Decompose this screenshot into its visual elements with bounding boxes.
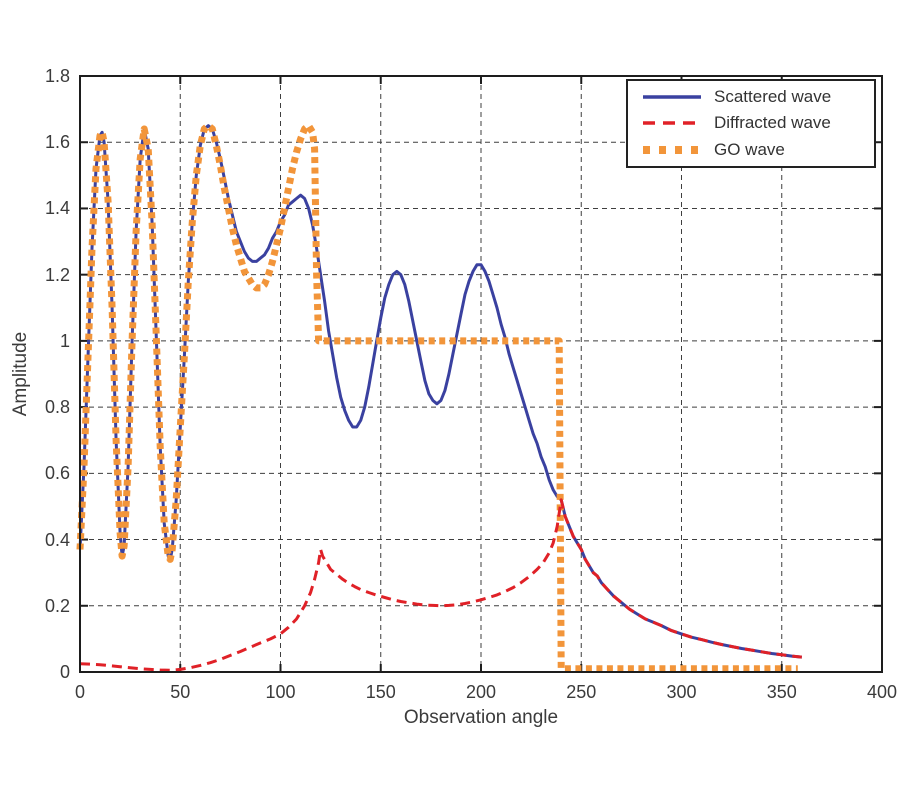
y-tick-label: 1: [59, 330, 70, 351]
diffracted-wave-line-sample: [643, 121, 701, 126]
plot-box: [79, 75, 883, 673]
x-tick-label: 300: [666, 682, 697, 702]
y-tick-label: 1.6: [44, 132, 70, 153]
x-tick-label: 150: [365, 682, 396, 702]
legend-label: Diffracted wave: [714, 113, 831, 133]
go-wave-line-sample: [643, 145, 701, 154]
series-diffracted-wave: [79, 498, 802, 672]
x-tick-label: 400: [866, 682, 898, 702]
x-tick-label: 0: [74, 682, 86, 702]
legend-label: Scattered wave: [714, 87, 832, 107]
x-axis-label: Observation angle: [403, 707, 559, 728]
series-go-wave: [76, 122, 798, 673]
x-tick-label: 50: [170, 682, 191, 702]
legend-label: GO wave: [714, 139, 785, 159]
x-tick-label: 100: [265, 682, 296, 702]
legend-item-go-wave: GO wave: [628, 137, 874, 163]
y-tick-label: 0.4: [44, 529, 70, 550]
series-scattered-wave: [78, 124, 802, 659]
y-axis-label: Amplitude: [10, 331, 31, 417]
y-tick-label: 1.4: [44, 198, 70, 219]
y-tick-label: 1.2: [44, 264, 70, 285]
x-tick-label: 350: [766, 682, 797, 702]
y-tick-label: 1.8: [44, 66, 70, 86]
y-tick-label: 0.2: [44, 595, 70, 616]
y-tick-label: 0.6: [44, 463, 70, 484]
gridlines: [80, 76, 882, 672]
x-tick-label: 250: [566, 682, 597, 702]
scattered-wave-line-sample: [643, 95, 701, 99]
legend-item-scattered-wave: Scattered wave: [628, 84, 874, 110]
legend-item-diffracted-wave: Diffracted wave: [628, 110, 874, 136]
x-tick-label: 200: [465, 682, 497, 702]
y-tick-label: 0.8: [44, 397, 70, 418]
legend: Scattered wave Diffracted wave GO wave: [626, 79, 876, 168]
y-tick-label: 0: [59, 662, 70, 682]
